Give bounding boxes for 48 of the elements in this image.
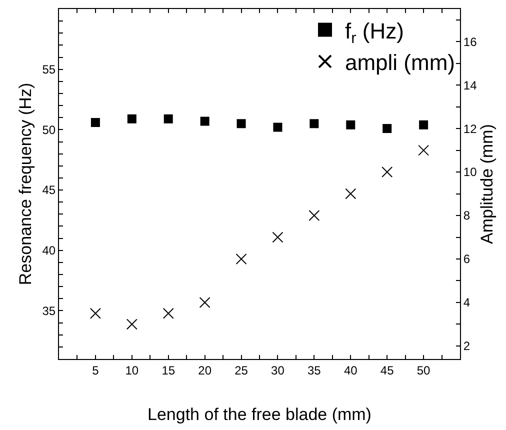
point bbox=[162, 308, 174, 319]
point bbox=[310, 119, 319, 128]
y2-tick-label: 2 bbox=[463, 339, 470, 354]
y-tick-label: 50 bbox=[42, 122, 56, 137]
y-axis-title: Resonance frequency (Hz) bbox=[16, 82, 35, 286]
point bbox=[236, 119, 246, 128]
point bbox=[90, 118, 100, 127]
y-tick-label: 40 bbox=[42, 244, 56, 258]
x-tick-label: 50 bbox=[416, 363, 431, 378]
x-tick-label: 45 bbox=[380, 363, 394, 378]
y2-tick-label: 12 bbox=[463, 122, 478, 136]
x-tick-label: 10 bbox=[125, 363, 139, 378]
y-tick-label: 45 bbox=[42, 183, 56, 198]
point bbox=[345, 188, 356, 200]
x-tick-label: 40 bbox=[344, 363, 358, 378]
point bbox=[382, 124, 392, 133]
y2-axis-title: Amplitude (mm) bbox=[477, 124, 496, 244]
x-tick-label: 35 bbox=[308, 363, 322, 378]
y2-tick-label: 14 bbox=[463, 78, 478, 92]
point bbox=[199, 296, 210, 308]
y2-tick-label: 4 bbox=[463, 296, 470, 310]
y-tick-label: 55 bbox=[42, 62, 56, 77]
point bbox=[126, 318, 138, 330]
x-tick-label: 20 bbox=[198, 363, 212, 378]
x-tick-label: 15 bbox=[162, 363, 176, 378]
x-tick-label: 5 bbox=[92, 363, 100, 378]
point bbox=[308, 210, 320, 222]
point bbox=[382, 166, 393, 178]
y-tick-label: 35 bbox=[42, 304, 56, 318]
point bbox=[272, 232, 284, 243]
point bbox=[127, 114, 136, 124]
legend-label: f$_{r}$ (Hz) bbox=[345, 18, 404, 47]
point bbox=[273, 122, 282, 132]
y2-tick-label: 8 bbox=[463, 208, 470, 223]
point bbox=[164, 114, 173, 124]
point bbox=[200, 116, 210, 126]
point bbox=[346, 120, 356, 130]
x-axis-title: Length of the free blade (mm) bbox=[148, 405, 372, 424]
legend-label: ampli (mm) bbox=[345, 50, 455, 75]
point bbox=[419, 120, 428, 130]
y2-tick-label: 10 bbox=[463, 165, 478, 180]
x-tick-label: 30 bbox=[271, 363, 285, 378]
y2-tick-label: 6 bbox=[463, 252, 470, 266]
x-tick-label: 25 bbox=[234, 363, 248, 378]
point bbox=[236, 254, 247, 264]
y2-tick-label: 16 bbox=[463, 34, 478, 49]
point bbox=[90, 308, 101, 319]
point bbox=[418, 144, 430, 156]
